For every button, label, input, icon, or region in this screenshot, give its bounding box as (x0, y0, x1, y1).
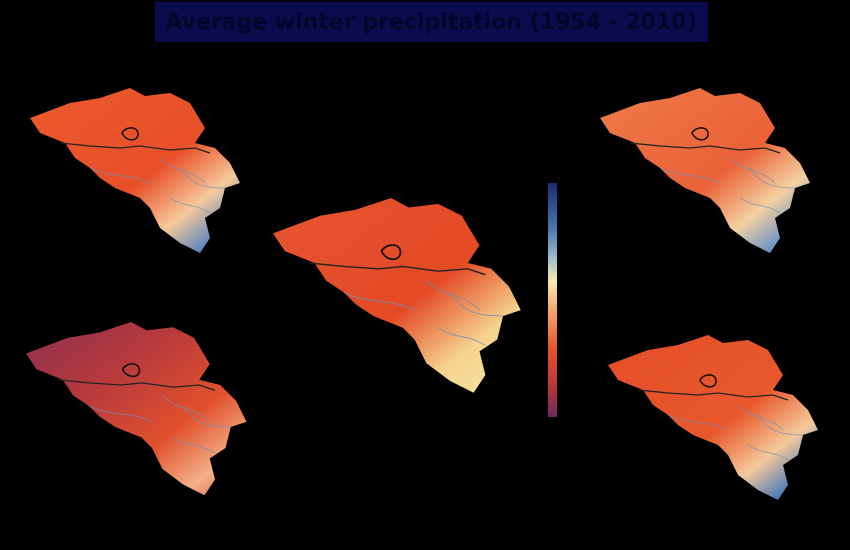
title-box (155, 2, 708, 42)
colorbar (548, 183, 557, 417)
title: Average winter precipitation (1954 - 201… (165, 10, 696, 35)
map-bottom-right (608, 335, 818, 500)
map-center (273, 198, 521, 393)
map-top-left (30, 88, 240, 253)
map-top-right (600, 88, 810, 253)
map-bottom-left (26, 322, 247, 496)
